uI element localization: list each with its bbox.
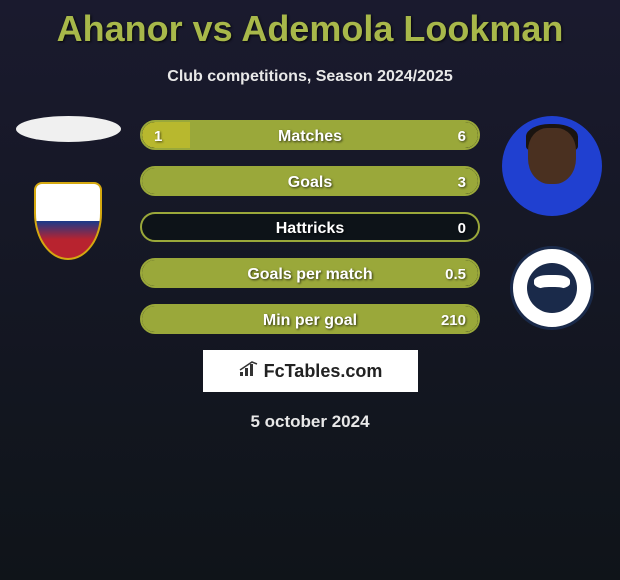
- comparison-title: Ahanor vs Ademola Lookman: [0, 0, 620, 50]
- stat-bar-row: 0Hattricks: [140, 212, 480, 242]
- genoa-shield-icon: [34, 182, 102, 260]
- brand-chart-icon: [238, 360, 260, 383]
- stat-label: Matches: [142, 122, 478, 150]
- brand-badge: FcTables.com: [203, 350, 418, 392]
- comparison-subtitle: Club competitions, Season 2024/2025: [0, 68, 620, 86]
- player2-club-logo: [510, 246, 594, 330]
- stat-bar-row: 210Min per goal: [140, 304, 480, 334]
- player1-club-logo: [18, 182, 118, 266]
- player1-photo-placeholder: [16, 116, 121, 142]
- stat-label: Goals: [142, 168, 478, 196]
- stat-bar-row: 16Matches: [140, 120, 480, 150]
- stat-bar-row: 3Goals: [140, 166, 480, 196]
- stat-label: Min per goal: [142, 306, 478, 334]
- comparison-content: 16Matches 3Goals 0Hattricks 0.5Goals per ma…: [0, 116, 620, 432]
- stat-label: Hattricks: [142, 214, 478, 242]
- stat-bar-row: 0.5Goals per match: [140, 258, 480, 288]
- stat-label: Goals per match: [142, 260, 478, 288]
- brand-text: FcTables.com: [264, 361, 383, 382]
- comparison-date: 5 october 2024: [0, 412, 620, 432]
- stat-bars-container: 16Matches 3Goals 0Hattricks 0.5Goals per ma…: [140, 116, 480, 334]
- player2-face: [528, 128, 576, 184]
- right-player-column: [492, 116, 612, 330]
- atalanta-wave2: [537, 287, 567, 297]
- left-player-column: [8, 116, 128, 266]
- player2-photo: [502, 116, 602, 216]
